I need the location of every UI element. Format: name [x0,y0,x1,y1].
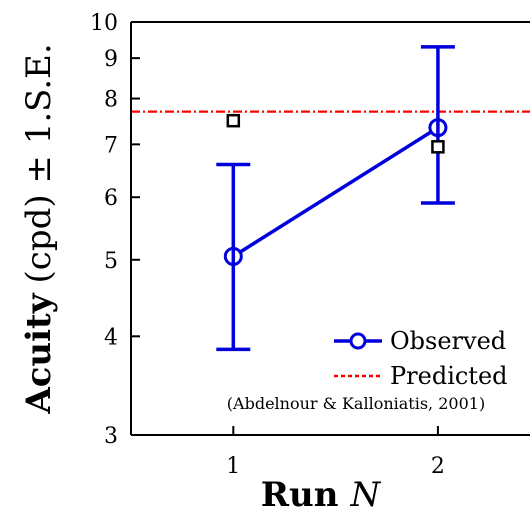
y-tick-label-4: 4 [104,325,118,350]
y-tick-label-6: 6 [104,186,118,211]
legend: Observed Predicted (Abdelnour & Kalloniati… [227,327,508,413]
axes: 3 4 5 6 7 8 9 10 1 2 [90,11,530,479]
y-tick-label-7: 7 [104,133,118,158]
x-tick-label-2: 2 [431,454,445,479]
observed-point-run-1 [223,246,243,266]
legend-predicted-label: Predicted [390,362,508,390]
observed-point-run-2 [428,118,448,138]
legend-citation: (Abdelnour & Kalloniatis, 2001) [227,394,485,413]
y-tick-label-3: 3 [104,424,118,449]
square-point-run-1 [226,113,241,128]
y-tick-label-10: 10 [90,11,118,36]
y-tick-label-5: 5 [104,249,118,274]
legend-observed-marker [349,332,367,350]
y-axis-label: Acuity (cpd) ± 1.S.E. [19,43,59,414]
y-tick-label-9: 9 [104,47,118,72]
legend-observed-label: Observed [390,327,506,355]
y-axis-label-units: (cpd) ± 1.S.E. [19,43,59,283]
y-axis-label-word: Acuity [19,292,59,414]
marks-layer [131,45,530,352]
x-tick-label-1: 1 [226,454,240,479]
y-tick-label-8: 8 [104,88,118,113]
x-axis-label: Run N [261,475,382,514]
x-axis-label-variable: N [349,475,381,514]
x-axis-label-word: Run [261,475,339,514]
axis-labels: Run N Acuity (cpd) ± 1.S.E. [19,43,382,515]
square-point-run-2 [431,140,445,154]
observed-line [239,130,433,254]
